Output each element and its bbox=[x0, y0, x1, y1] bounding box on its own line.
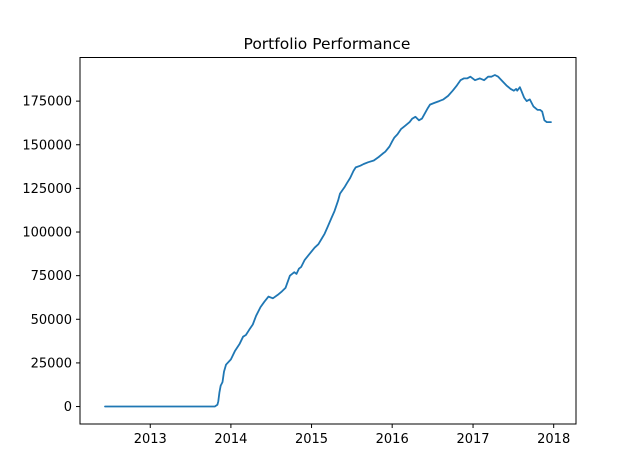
y-tick-label: 25000 bbox=[31, 356, 72, 371]
y-axis: 0 25000 50000 75000 100000 125000 150000 175000 bbox=[22, 95, 80, 415]
y-tick-label: 0 bbox=[64, 400, 72, 415]
y-tick-label: 125000 bbox=[22, 182, 72, 197]
x-tick-label: 2016 bbox=[376, 432, 409, 447]
y-tick-label: 100000 bbox=[22, 226, 72, 241]
x-tick-label: 2017 bbox=[456, 432, 489, 447]
y-tick-label: 150000 bbox=[22, 138, 72, 153]
x-tick-label: 2015 bbox=[295, 432, 328, 447]
x-tick-label: 2018 bbox=[537, 432, 570, 447]
series-layer bbox=[104, 74, 552, 408]
plot-frame bbox=[79, 57, 577, 425]
x-tick-label: 2013 bbox=[134, 432, 167, 447]
y-tick-label: 50000 bbox=[31, 313, 72, 328]
x-tick-label: 2014 bbox=[214, 432, 247, 447]
y-tick-label: 75000 bbox=[31, 269, 72, 284]
portfolio-value-line bbox=[104, 74, 552, 408]
chart-title: Portfolio Performance bbox=[244, 35, 411, 53]
y-tick-label: 175000 bbox=[22, 95, 72, 110]
x-axis: 2013 2014 2015 2016 2017 2018 bbox=[134, 424, 570, 447]
